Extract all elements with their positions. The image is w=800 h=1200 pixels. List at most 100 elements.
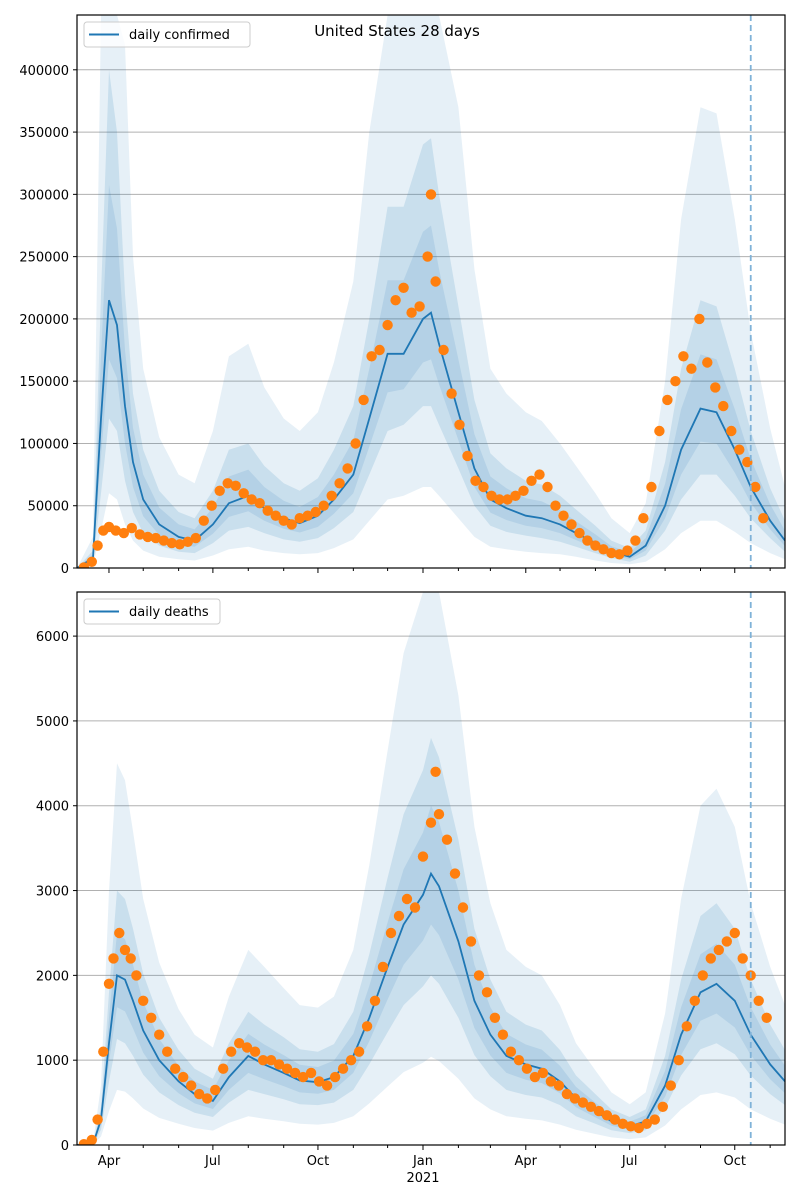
- observed-point: [374, 344, 385, 356]
- axes-frame: [76, 14, 786, 569]
- observed-point: [761, 1012, 772, 1023]
- observed-point: [262, 505, 273, 516]
- y-tick-label: 250000: [19, 251, 69, 266]
- legend-box: [83, 598, 221, 625]
- observed-point: [390, 295, 401, 306]
- x-tick-label: Apr: [515, 1154, 538, 1169]
- observed-point: [470, 475, 481, 486]
- observed-point: [526, 475, 537, 486]
- observed-point: [138, 995, 149, 1006]
- observed-point: [417, 851, 429, 862]
- observed-point: [665, 1080, 676, 1091]
- observed-point: [606, 547, 617, 559]
- observed-point: [598, 544, 609, 555]
- observed-point: [289, 1067, 301, 1079]
- observed-point: [182, 536, 193, 547]
- x-axis-year-label: 2021: [406, 1171, 439, 1186]
- observed-point: [702, 357, 713, 368]
- observed-point: [638, 513, 649, 524]
- observed-point: [385, 927, 397, 939]
- uncertainty-band-50: [77, 69, 785, 568]
- observed-point: [131, 970, 142, 981]
- observed-point: [758, 513, 769, 524]
- observed-point: [118, 527, 129, 539]
- observed-point: [158, 535, 169, 546]
- observed-point: [110, 525, 122, 536]
- observed-point: [462, 450, 473, 462]
- observed-point: [108, 953, 119, 964]
- observed-point: [297, 1071, 309, 1083]
- observed-point: [170, 1063, 181, 1074]
- observed-point: [134, 529, 145, 540]
- observed-point: [265, 1055, 277, 1066]
- observed-point: [633, 1122, 644, 1134]
- observed-point: [98, 1046, 109, 1057]
- observed-point: [321, 1080, 333, 1091]
- observed-point: [406, 307, 417, 318]
- observed-point: [529, 1071, 541, 1083]
- observed-point: [670, 376, 681, 387]
- observed-point: [734, 444, 745, 455]
- y-tick-label: 100000: [19, 437, 69, 452]
- observed-point: [721, 936, 732, 947]
- observed-point: [186, 1080, 197, 1091]
- observed-point: [726, 425, 737, 437]
- observed-point: [753, 995, 764, 1006]
- observed-point: [577, 1097, 589, 1108]
- observed-point: [162, 1046, 173, 1057]
- observed-point: [92, 540, 103, 551]
- observed-point: [398, 282, 409, 293]
- legend-label: daily deaths: [129, 605, 209, 620]
- observed-point: [646, 481, 657, 493]
- observed-point: [494, 494, 505, 505]
- observed-point: [103, 978, 115, 989]
- observed-point: [614, 549, 625, 560]
- uncertainty-band-90: [77, 15, 785, 568]
- observed-point: [673, 1055, 684, 1066]
- observed-point: [318, 500, 329, 511]
- observed-point: [393, 910, 405, 922]
- y-tick-label: 1000: [36, 1054, 69, 1069]
- observed-point: [278, 515, 289, 526]
- observed-point: [361, 1021, 373, 1032]
- observed-point: [657, 1101, 668, 1113]
- observed-point: [337, 1063, 349, 1074]
- observed-point: [310, 506, 321, 518]
- observed-point: [654, 425, 665, 437]
- observed-point: [430, 276, 441, 287]
- observed-point: [737, 953, 748, 964]
- observed-point: [550, 500, 561, 511]
- observed-point: [353, 1046, 365, 1057]
- uncertainty-band-90: [77, 592, 785, 1145]
- plot-area: [77, 15, 785, 568]
- observed-point: [350, 438, 361, 449]
- observed-point: [513, 1055, 525, 1066]
- legend-label: daily confirmed: [129, 28, 230, 43]
- y-tick-label: 4000: [36, 800, 69, 815]
- observed-point: [542, 481, 553, 493]
- observed-point: [505, 1046, 517, 1057]
- observed-point: [457, 902, 469, 913]
- observed-point: [425, 817, 437, 828]
- observed-point: [569, 1093, 581, 1104]
- observed-point: [78, 562, 90, 568]
- observed-point: [561, 1088, 573, 1100]
- observed-point: [593, 1105, 605, 1117]
- observed-point: [254, 498, 265, 509]
- observed-point: [345, 1055, 357, 1066]
- observed-point: [518, 485, 529, 496]
- median-line: [77, 299, 785, 568]
- observed-point: [92, 1114, 103, 1125]
- observed-point: [486, 490, 497, 501]
- x-tick-label: Jul: [621, 1154, 638, 1169]
- x-tick-label: Oct: [307, 1154, 329, 1169]
- observed-point: [601, 1110, 613, 1121]
- x-tick-label: Jul: [204, 1154, 221, 1169]
- observed-point: [166, 537, 177, 549]
- axes-frame: [76, 591, 786, 1146]
- observed-point: [422, 251, 433, 262]
- observed-point: [750, 481, 761, 493]
- observed-point: [718, 400, 729, 412]
- y-tick-label: 6000: [36, 630, 69, 645]
- observed-point: [449, 868, 461, 879]
